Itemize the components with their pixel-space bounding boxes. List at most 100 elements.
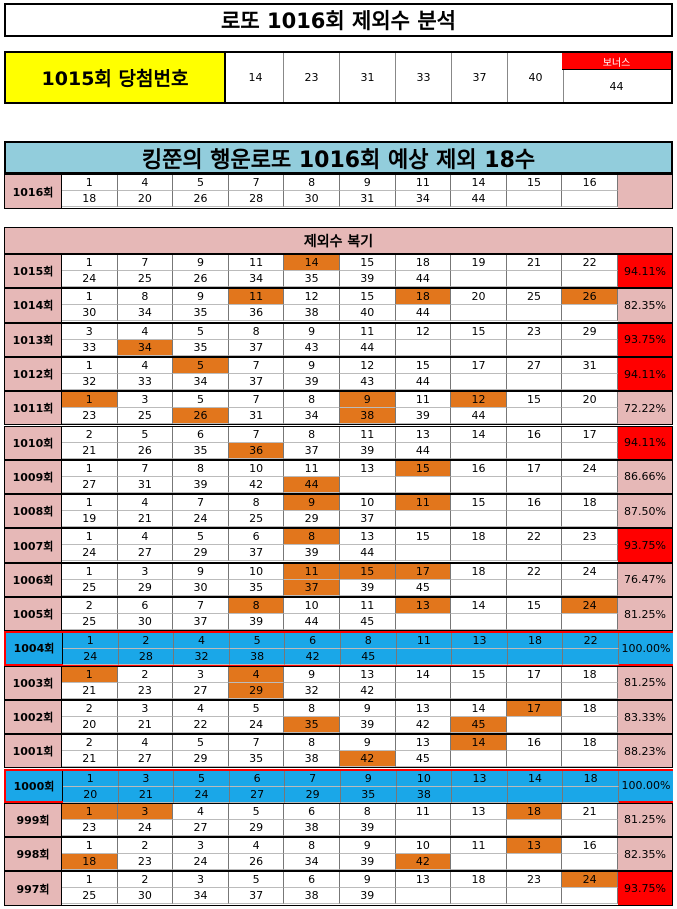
number-cell: 14 <box>451 175 507 191</box>
prediction-title: 킹쭌의 행운로또 1016회 예상 제외 18수 <box>4 141 673 174</box>
number-cell: 4 <box>228 838 285 855</box>
number-cell <box>506 511 563 528</box>
number-cell <box>451 579 507 596</box>
prediction-round: 1016회 <box>5 175 62 208</box>
number-cell: 21 <box>62 751 118 768</box>
row-round: 1005회 <box>5 598 62 631</box>
number-cell: 7 <box>228 357 285 374</box>
number-cell: 37 <box>228 373 285 390</box>
number-cell: 9 <box>284 666 340 683</box>
number-cell: 44 <box>395 442 452 459</box>
number-cell: 2 <box>62 598 118 614</box>
number-cell: 19 <box>62 511 118 528</box>
number-cell: 3 <box>173 872 229 889</box>
number-cell: 34 <box>117 305 174 322</box>
number-cell: 25 <box>62 579 118 596</box>
number-cell <box>562 271 618 287</box>
number-cell: 5 <box>173 735 229 752</box>
winning-label: 1015회 당첨번호 <box>6 53 226 102</box>
number-cell <box>451 476 507 493</box>
row-round: 1007회 <box>5 529 62 562</box>
number-cell: 15 <box>506 175 563 191</box>
number-cell: 9 <box>339 700 396 717</box>
number-cell: 13 <box>339 529 396 546</box>
number-cell: 39 <box>339 716 396 733</box>
number-cell: 11 <box>395 803 452 820</box>
number-cell: 5 <box>228 700 285 717</box>
number-cell: 35 <box>284 716 340 733</box>
number-cell: 38 <box>284 305 340 322</box>
number-cell: 27 <box>173 682 229 699</box>
number-cell: 29 <box>228 682 285 699</box>
number-cell <box>507 649 564 666</box>
row-number-grid: 2 5 6 7 8 11 13 14 16 17 21 26 35 36 37 39 44 <box>62 426 618 459</box>
number-cell: 1 <box>62 175 118 191</box>
row-round: 1008회 <box>5 495 62 528</box>
number-cell: 7 <box>228 426 285 443</box>
number-cell: 11 <box>284 460 340 477</box>
number-cell: 6 <box>284 803 340 820</box>
row-percentage: 94.11% <box>618 426 672 459</box>
number-cell <box>562 191 618 207</box>
number-cell: 5 <box>174 770 230 787</box>
review-row: 1012회 1 4 5 7 9 12 15 17 27 31 32 33 34 37 39 43 44 94.11% <box>4 356 673 392</box>
number-cell <box>562 888 618 905</box>
row-round: 1004회 <box>6 633 63 664</box>
number-cell: 23 <box>62 408 118 425</box>
number-cell: 9 <box>173 255 229 271</box>
number-cell: 37 <box>339 511 396 528</box>
row-percentage: 93.75% <box>618 323 672 356</box>
number-cell <box>506 271 563 287</box>
number-cell: 30 <box>117 888 174 905</box>
number-cell: 20 <box>562 392 618 409</box>
review-row: 1014회 1 8 9 11 12 15 18 20 25 26 30 34 35 36 38 40 44 82.3… <box>4 288 673 323</box>
number-cell: 39 <box>395 408 452 425</box>
row-number-grid: 1 4 7 8 9 10 11 15 16 18 19 21 24 25 29 37 <box>62 495 618 528</box>
number-cell: 39 <box>284 373 340 390</box>
number-cell: 4 <box>117 357 174 374</box>
number-cell: 25 <box>228 511 285 528</box>
number-cell: 33 <box>117 373 174 390</box>
number-cell: 33 <box>62 339 118 356</box>
number-cell <box>506 408 563 425</box>
number-cell: 1 <box>62 666 118 683</box>
number-cell: 8 <box>284 426 340 443</box>
number-cell: 34 <box>173 888 229 905</box>
number-cell: 1 <box>62 803 118 820</box>
number-cell: 15 <box>339 289 396 306</box>
row-round: 999회 <box>5 803 62 837</box>
number-cell: 32 <box>62 373 118 390</box>
number-cell <box>451 819 507 836</box>
number-cell: 38 <box>396 786 453 803</box>
number-cell: 4 <box>228 666 285 683</box>
number-cell <box>506 716 563 733</box>
number-cell: 30 <box>62 305 118 322</box>
number-cell: 26 <box>173 271 229 287</box>
number-cell <box>562 854 618 871</box>
number-cell: 39 <box>339 888 396 905</box>
number-cell: 18 <box>562 495 618 512</box>
number-cell: 34 <box>284 854 340 871</box>
row-percentage: 93.75% <box>618 872 672 905</box>
number-cell: 10 <box>228 460 285 477</box>
number-cell: 14 <box>395 666 452 683</box>
number-cell: 37 <box>173 614 229 630</box>
row-round: 1003회 <box>5 666 62 699</box>
review-row: 1000회 1 3 5 6 7 9 10 13 14 18 20 21 24 27 29 35 38 100.00% <box>4 768 673 803</box>
number-cell: 11 <box>339 426 396 443</box>
number-cell: 18 <box>506 803 563 820</box>
number-cell: 11 <box>284 563 340 580</box>
review-row: 1006회 1 3 9 10 11 15 17 18 22 24 25 29 30 35 37 39 45 76.4… <box>4 562 673 597</box>
number-cell: 1 <box>62 529 118 546</box>
number-cell: 17 <box>562 426 618 443</box>
number-cell: 11 <box>228 255 285 271</box>
number-cell <box>452 786 508 803</box>
number-cell: 20 <box>63 786 119 803</box>
number-cell <box>506 305 563 322</box>
number-cell: 29 <box>117 579 174 596</box>
number-cell: 42 <box>339 751 396 768</box>
winning-numbers-row: 1015회 당첨번호 14 23 31 33 37 40 보너스 44 <box>4 51 673 104</box>
row-round: 997회 <box>5 872 62 905</box>
number-cell: 24 <box>62 545 118 562</box>
number-cell: 7 <box>228 175 285 191</box>
